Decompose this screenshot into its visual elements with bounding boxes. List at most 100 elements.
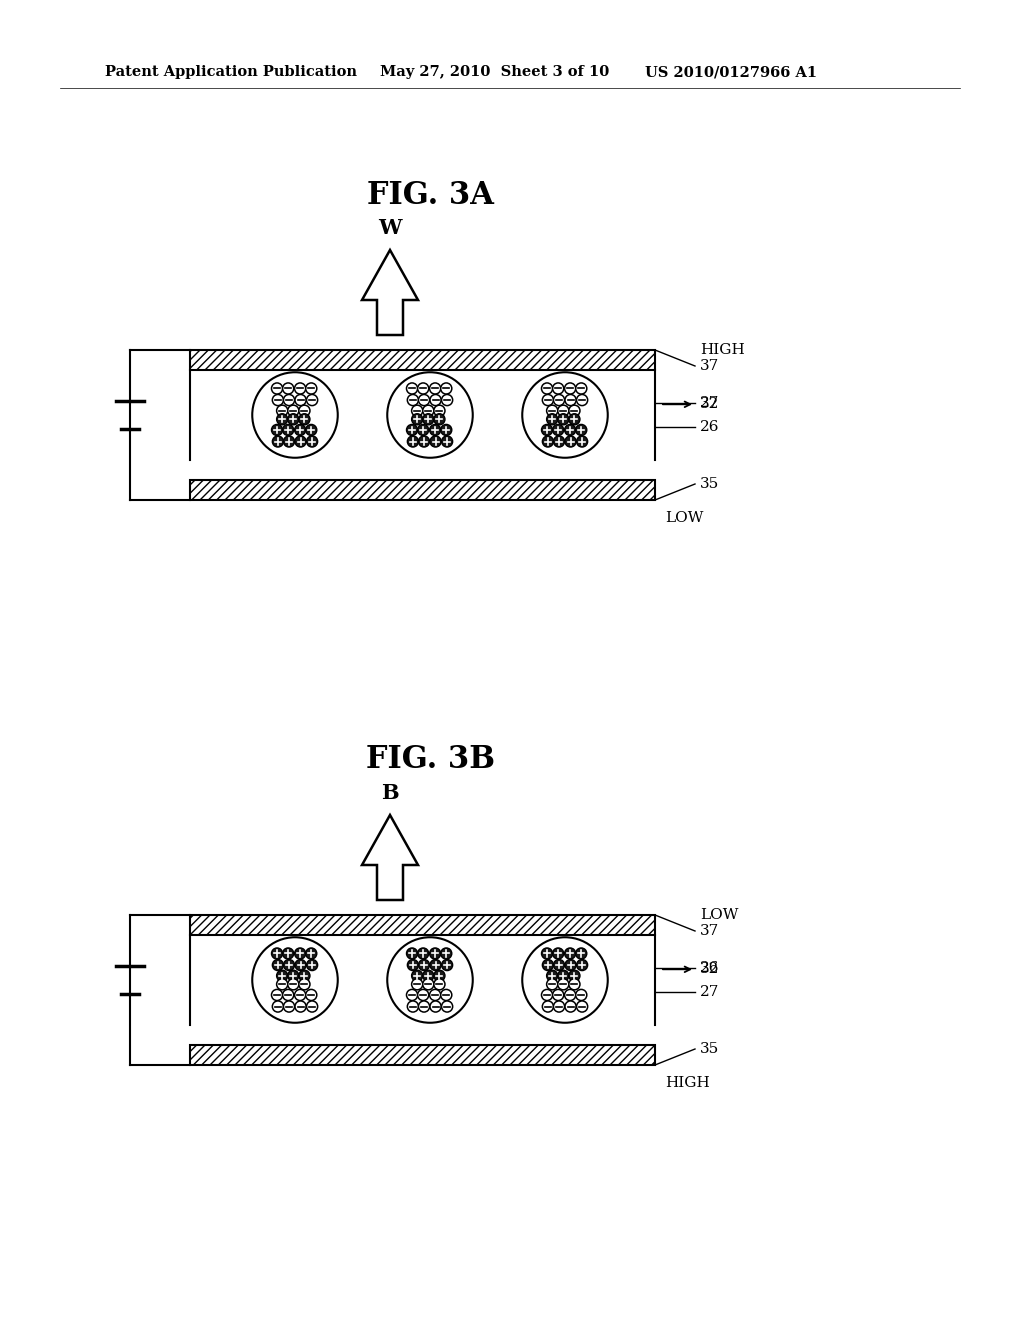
Circle shape (295, 1001, 306, 1012)
Circle shape (299, 413, 310, 425)
Circle shape (522, 372, 608, 458)
Circle shape (284, 1001, 295, 1012)
Circle shape (430, 1001, 441, 1012)
Circle shape (412, 413, 423, 425)
Bar (190, 915, 655, 935)
Circle shape (543, 436, 553, 447)
Circle shape (407, 990, 418, 1001)
Circle shape (299, 978, 310, 990)
Circle shape (306, 1001, 317, 1012)
Circle shape (575, 948, 587, 960)
Text: Patent Application Publication: Patent Application Publication (105, 65, 357, 79)
Circle shape (434, 970, 445, 981)
Circle shape (408, 960, 419, 970)
Circle shape (522, 937, 608, 1023)
Text: 37: 37 (700, 924, 719, 939)
Polygon shape (362, 814, 418, 900)
Text: 35: 35 (700, 477, 719, 491)
Circle shape (306, 383, 316, 395)
Circle shape (553, 960, 564, 970)
Circle shape (430, 425, 440, 436)
Circle shape (284, 436, 295, 447)
Circle shape (272, 960, 284, 970)
Text: 37: 37 (700, 359, 719, 374)
Circle shape (564, 425, 575, 436)
Circle shape (547, 978, 558, 990)
Circle shape (542, 425, 553, 436)
Text: 32: 32 (700, 397, 720, 412)
Circle shape (564, 383, 575, 395)
Text: HIGH: HIGH (700, 343, 744, 356)
Circle shape (423, 413, 434, 425)
Text: 26: 26 (700, 961, 720, 975)
Circle shape (440, 990, 452, 1001)
Text: 27: 27 (700, 985, 720, 999)
Circle shape (418, 383, 429, 395)
Circle shape (565, 1001, 577, 1012)
Circle shape (276, 413, 288, 425)
Circle shape (288, 978, 299, 990)
Circle shape (306, 436, 317, 447)
Circle shape (558, 405, 569, 416)
Bar (190, 350, 655, 370)
Text: B: B (381, 783, 398, 803)
Circle shape (547, 405, 558, 416)
Circle shape (575, 990, 587, 1001)
Circle shape (430, 395, 441, 405)
Circle shape (306, 948, 316, 960)
Circle shape (271, 990, 283, 1001)
Circle shape (288, 405, 299, 416)
Circle shape (565, 436, 577, 447)
Circle shape (434, 978, 445, 990)
Circle shape (283, 383, 294, 395)
Circle shape (408, 1001, 419, 1012)
Text: W: W (378, 218, 401, 238)
Circle shape (441, 436, 453, 447)
Circle shape (542, 948, 553, 960)
Circle shape (419, 395, 430, 405)
Text: May 27, 2010  Sheet 3 of 10: May 27, 2010 Sheet 3 of 10 (380, 65, 609, 79)
Text: FIG. 3A: FIG. 3A (367, 180, 494, 210)
Circle shape (295, 395, 306, 405)
Circle shape (295, 960, 306, 970)
Circle shape (564, 990, 575, 1001)
Circle shape (408, 395, 419, 405)
Circle shape (295, 425, 306, 436)
Circle shape (558, 978, 569, 990)
Circle shape (441, 395, 453, 405)
Circle shape (271, 948, 283, 960)
Circle shape (543, 395, 553, 405)
Circle shape (272, 1001, 284, 1012)
Text: 35: 35 (700, 1041, 719, 1056)
Circle shape (252, 372, 338, 458)
Circle shape (553, 990, 564, 1001)
Circle shape (284, 395, 295, 405)
Circle shape (272, 436, 284, 447)
Circle shape (387, 372, 473, 458)
Circle shape (440, 383, 452, 395)
Circle shape (441, 960, 453, 970)
Polygon shape (362, 249, 418, 335)
Circle shape (542, 990, 553, 1001)
Text: LOW: LOW (665, 511, 703, 525)
Circle shape (412, 978, 423, 990)
Text: 27: 27 (700, 396, 720, 411)
Circle shape (276, 970, 288, 981)
Circle shape (252, 937, 338, 1023)
Circle shape (284, 960, 295, 970)
Circle shape (419, 1001, 430, 1012)
Circle shape (387, 937, 473, 1023)
Circle shape (577, 1001, 588, 1012)
Circle shape (430, 948, 440, 960)
Circle shape (407, 383, 418, 395)
Circle shape (306, 960, 317, 970)
Circle shape (569, 413, 580, 425)
Circle shape (430, 383, 440, 395)
Circle shape (306, 425, 316, 436)
Circle shape (419, 436, 430, 447)
Circle shape (565, 960, 577, 970)
Circle shape (412, 970, 423, 981)
Circle shape (575, 425, 587, 436)
Circle shape (423, 978, 434, 990)
Circle shape (564, 948, 575, 960)
